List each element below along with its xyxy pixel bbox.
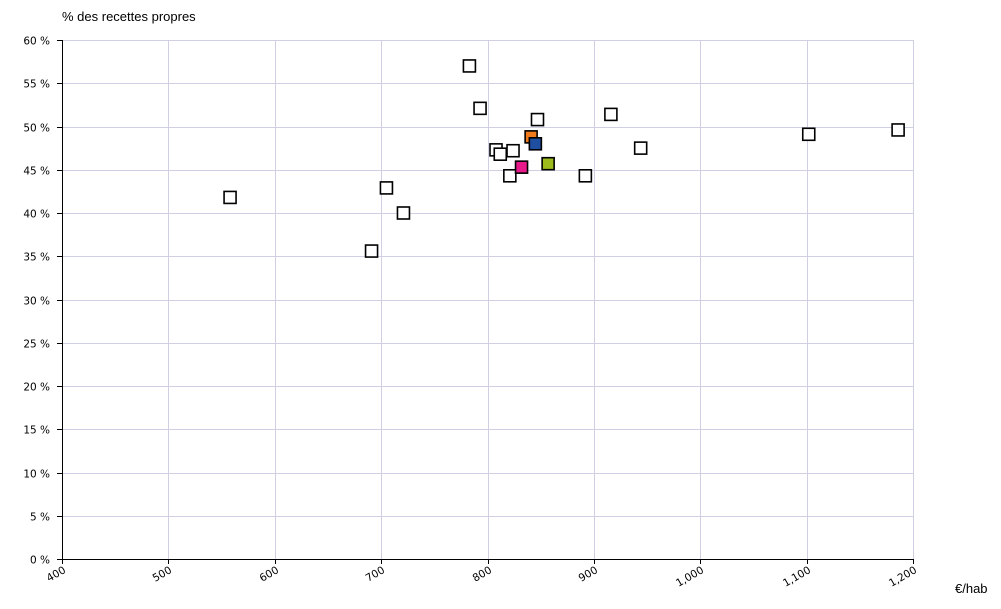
y-tick-label: 45 % bbox=[23, 166, 50, 178]
data-point bbox=[473, 101, 487, 116]
data-point bbox=[604, 107, 618, 122]
y-tick-label: 50 % bbox=[23, 123, 50, 135]
data-point bbox=[891, 123, 905, 137]
y-tick-label: 35 % bbox=[23, 252, 50, 264]
data-point bbox=[506, 143, 520, 158]
y-tick-label: 40 % bbox=[23, 209, 50, 221]
y-tick-label: 30 % bbox=[23, 296, 50, 308]
x-tick-label: 600 bbox=[258, 564, 281, 584]
data-point bbox=[379, 181, 394, 195]
data-point bbox=[223, 190, 237, 205]
data-points bbox=[223, 59, 905, 258]
x-tick-label: 1,100 bbox=[781, 564, 813, 589]
x-tick-label: 900 bbox=[577, 564, 600, 584]
x-tick-label: 1,200 bbox=[887, 564, 919, 589]
data-point bbox=[801, 127, 816, 142]
y-tick-label: 20 % bbox=[23, 382, 50, 394]
x-tick-label: 700 bbox=[364, 564, 387, 584]
x-tick-label: 800 bbox=[471, 564, 494, 584]
y-tick-label: 60 % bbox=[23, 36, 50, 48]
axes bbox=[57, 40, 914, 564]
y-tick-label: 15 % bbox=[23, 425, 50, 437]
data-point bbox=[503, 169, 517, 183]
data-point bbox=[364, 244, 379, 258]
data-point bbox=[528, 137, 543, 151]
grid bbox=[62, 40, 914, 560]
data-point bbox=[530, 112, 545, 127]
y-tick-label: 10 % bbox=[23, 469, 50, 481]
y-tick-label: 0 % bbox=[30, 555, 50, 567]
x-axis-title: €/hab bbox=[955, 581, 988, 596]
data-point bbox=[396, 206, 411, 220]
data-point bbox=[541, 156, 555, 171]
y-tick-label: 55 % bbox=[23, 79, 50, 91]
y-axis-tick-labels: 0 % 5 % 10 % 15 % 20 % 25 % 30 % 35 % 40 % 45 % 50… bbox=[23, 36, 50, 567]
y-tick-label: 25 % bbox=[23, 339, 50, 351]
data-point bbox=[462, 59, 477, 73]
x-tick-label: 1,000 bbox=[674, 564, 706, 589]
data-point bbox=[493, 147, 508, 161]
y-tick-label: 5 % bbox=[30, 512, 50, 524]
x-axis-tick-labels: 400 500 600 700 800 900 1,000 1,100 1,200 bbox=[45, 564, 919, 589]
y-axis-title: % des recettes propres bbox=[62, 9, 196, 24]
data-point bbox=[633, 141, 648, 155]
data-point bbox=[514, 160, 529, 174]
x-tick-label: 500 bbox=[151, 564, 174, 584]
x-tick-label: 400 bbox=[45, 564, 68, 584]
data-point bbox=[578, 169, 593, 183]
